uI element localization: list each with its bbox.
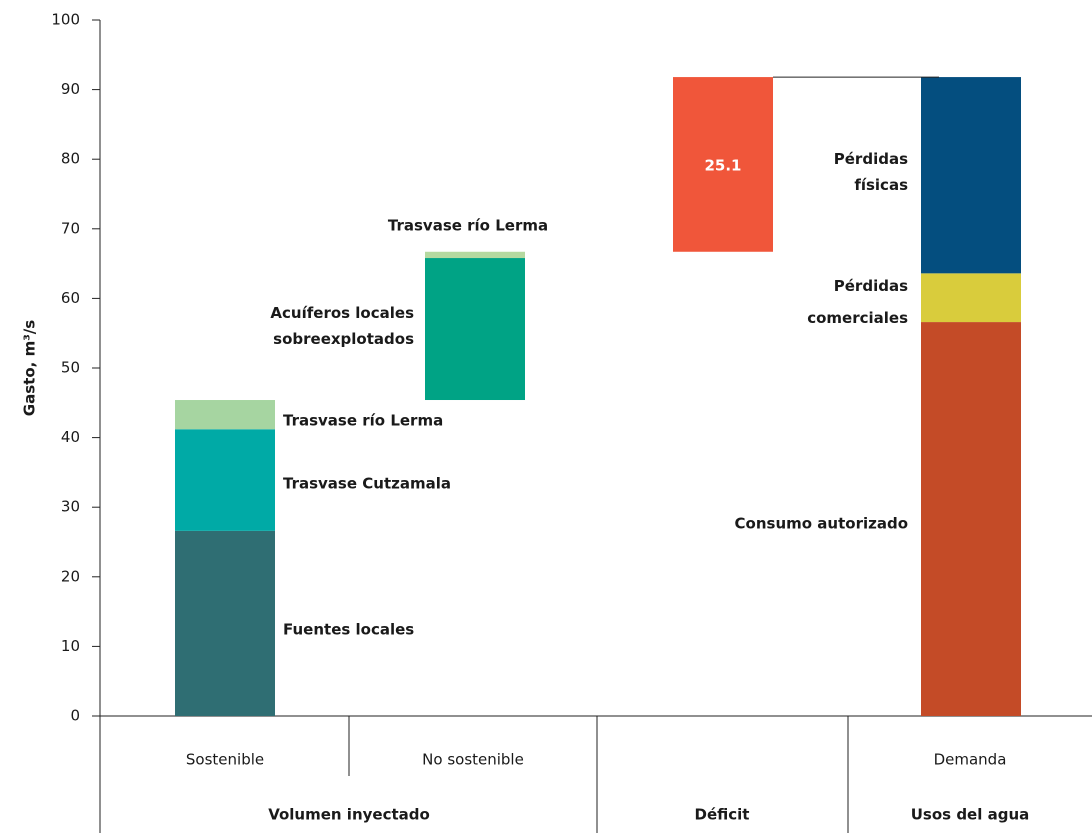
bar-segment bbox=[921, 77, 1021, 274]
bar-segment bbox=[425, 258, 525, 401]
segment-label: Acuíferos locales sobreexplotados bbox=[270, 304, 414, 348]
segment-label: Trasvase Cutzamala bbox=[283, 475, 451, 493]
x-tick-label: No sostenible bbox=[422, 751, 524, 769]
group-label: Volumen inyectado bbox=[268, 806, 430, 824]
y-tick-label: 70 bbox=[61, 219, 80, 237]
bar-segment bbox=[175, 429, 275, 531]
y-tick-label: 50 bbox=[61, 359, 80, 377]
bar-segment bbox=[175, 400, 275, 430]
segment-label: Trasvase río Lerma bbox=[388, 217, 548, 235]
segment-label: Pérdidas físicas bbox=[834, 150, 908, 194]
y-tick-label: 30 bbox=[61, 498, 80, 516]
y-tick-label: 10 bbox=[61, 637, 80, 655]
segment-label: Trasvase río Lerma bbox=[283, 412, 443, 430]
y-tick-label: 20 bbox=[61, 567, 80, 585]
bar-segment bbox=[921, 273, 1021, 323]
segment-label: Fuentes locales bbox=[283, 621, 414, 639]
bar-segment bbox=[673, 77, 773, 252]
group-label: Usos del agua bbox=[911, 806, 1030, 824]
segment-label: Consumo autorizado bbox=[735, 515, 908, 533]
y-tick-label: 100 bbox=[51, 11, 80, 29]
segment-label: Pérdidas comerciales bbox=[807, 277, 908, 327]
value-label: 25.1 bbox=[704, 157, 741, 175]
bar-segment bbox=[425, 251, 525, 259]
x-tick-label: Demanda bbox=[934, 751, 1007, 769]
y-axis-label: Gasto, m³/s bbox=[21, 320, 39, 416]
x-tick-label: Sostenible bbox=[186, 751, 264, 769]
bar-segment bbox=[175, 530, 275, 716]
y-tick-label: 0 bbox=[70, 707, 80, 725]
group-label: Déficit bbox=[695, 806, 750, 824]
bar-segment bbox=[921, 322, 1021, 716]
y-tick-label: 80 bbox=[61, 150, 80, 168]
y-tick-label: 40 bbox=[61, 428, 80, 446]
y-tick-label: 60 bbox=[61, 289, 80, 307]
y-tick-label: 90 bbox=[61, 80, 80, 98]
